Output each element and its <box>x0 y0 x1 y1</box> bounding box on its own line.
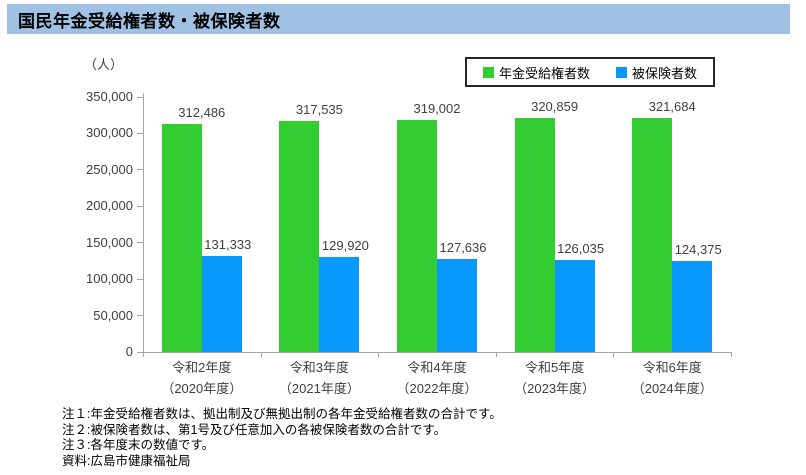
x-category-era-line: 令和2年度 <box>172 360 232 375</box>
y-axis-tick <box>137 279 143 280</box>
y-axis-tick <box>137 133 143 134</box>
y-axis-tick <box>137 315 143 316</box>
x-category-year-line: （2022年度） <box>396 381 478 396</box>
y-axis-tick <box>137 242 143 243</box>
note-line: 注３:各年度末の数値です。 <box>62 438 215 452</box>
bar-insured-persons <box>672 261 713 352</box>
legend-item: 年金受給権者数 <box>482 63 590 82</box>
y-axis-tick-label: 250,000 <box>86 161 133 177</box>
x-axis-tick <box>495 352 497 357</box>
y-axis-unit-label: （人） <box>84 57 124 72</box>
legend-label: 被保険者数 <box>632 65 698 81</box>
legend-item: 被保険者数 <box>616 63 697 82</box>
bar-pension-beneficiaries <box>397 119 437 352</box>
note-line: 資料:広島市健康福祉局 <box>62 453 191 468</box>
footnotes: 注１:年金受給権者数は、拠出制及び無拠出制の各年金受給権者数の合計です。 注２:被… <box>62 407 502 469</box>
x-category-label: 令和6年度 （2024年度） <box>613 357 731 399</box>
bar-value-label: 312,486 <box>178 105 226 121</box>
bar-value-label: 126,035 <box>557 241 605 257</box>
bar-pension-beneficiaries <box>632 117 673 352</box>
chart-title-bar: 国民年金受給権者数・被保険者数 <box>7 4 790 34</box>
y-axis-tick-label: 0 <box>125 344 133 359</box>
y-axis-tick-label: 300,000 <box>86 125 133 141</box>
bar-value-label: 129,920 <box>321 238 369 254</box>
x-category-era-line: 令和6年度 <box>642 360 702 375</box>
bar-value-label: 321,684 <box>648 98 696 114</box>
x-category-label: 令和4年度 （2022年度） <box>378 357 496 399</box>
legend-swatch-icon <box>482 66 494 78</box>
y-axis-tick <box>137 352 143 353</box>
y-axis-tick-label: 200,000 <box>86 198 133 214</box>
bar-insured-persons <box>554 260 595 352</box>
bar-value-label: 317,535 <box>295 101 343 117</box>
bar-value-label: 124,375 <box>674 242 722 258</box>
legend-swatch-icon <box>616 66 627 78</box>
legend-label: 年金受給権者数 <box>498 65 590 81</box>
page-title: 国民年金受給権者数・被保険者数 <box>18 11 281 31</box>
x-axis-tick <box>613 352 615 357</box>
y-axis-tick <box>137 206 143 207</box>
x-category-era-line: 令和4年度 <box>407 360 467 375</box>
x-category-era-line: 令和3年度 <box>289 360 349 375</box>
x-axis-tick <box>143 352 144 357</box>
note-line: 注１:年金受給権者数は、拠出制及び無拠出制の各年金受給権者数の合計です。 <box>62 407 502 421</box>
x-category-label: 令和5年度 （2023年度） <box>496 357 614 399</box>
x-axis-tick <box>378 352 380 357</box>
bar-value-label: 319,002 <box>413 100 461 116</box>
x-axis-tick <box>731 352 732 357</box>
x-category-year-line: （2024年度） <box>631 381 713 396</box>
x-category-year-line: （2021年度） <box>278 381 360 396</box>
x-axis-tick <box>260 352 262 357</box>
bar-pension-beneficiaries <box>514 118 555 352</box>
x-category-era-line: 令和5年度 <box>524 360 585 375</box>
y-axis-tick-label: 350,000 <box>86 89 133 104</box>
bar-pension-beneficiaries <box>279 120 320 352</box>
x-axis-line <box>143 352 732 353</box>
chart-legend: 年金受給権者数 被保険者数 <box>465 57 715 87</box>
bar-value-label: 127,636 <box>439 240 487 255</box>
y-axis-tick-label: 150,000 <box>86 234 133 250</box>
bar-insured-persons <box>201 256 242 352</box>
y-axis-line <box>143 93 144 352</box>
bar-value-label: 320,859 <box>531 99 579 115</box>
bar-pension-beneficiaries <box>161 124 202 352</box>
x-category-label: 令和3年度 （2021年度） <box>261 357 379 399</box>
y-axis-tick <box>137 97 143 98</box>
x-category-label: 令和2年度 （2020年度） <box>143 357 261 399</box>
x-category-year-line: （2023年度） <box>514 381 596 396</box>
note-line: 注２:被保険者数は、第1号及び任意加入の各被保険者数の合計です。 <box>62 422 447 437</box>
y-axis-tick-label: 50,000 <box>93 307 133 323</box>
bar-value-label: 131,333 <box>204 237 252 253</box>
y-axis-tick <box>137 169 143 170</box>
bar-insured-persons <box>319 257 360 352</box>
x-category-year-line: （2020年度） <box>161 381 243 396</box>
y-axis-tick-label: 100,000 <box>86 271 133 287</box>
bar-insured-persons <box>437 259 477 352</box>
